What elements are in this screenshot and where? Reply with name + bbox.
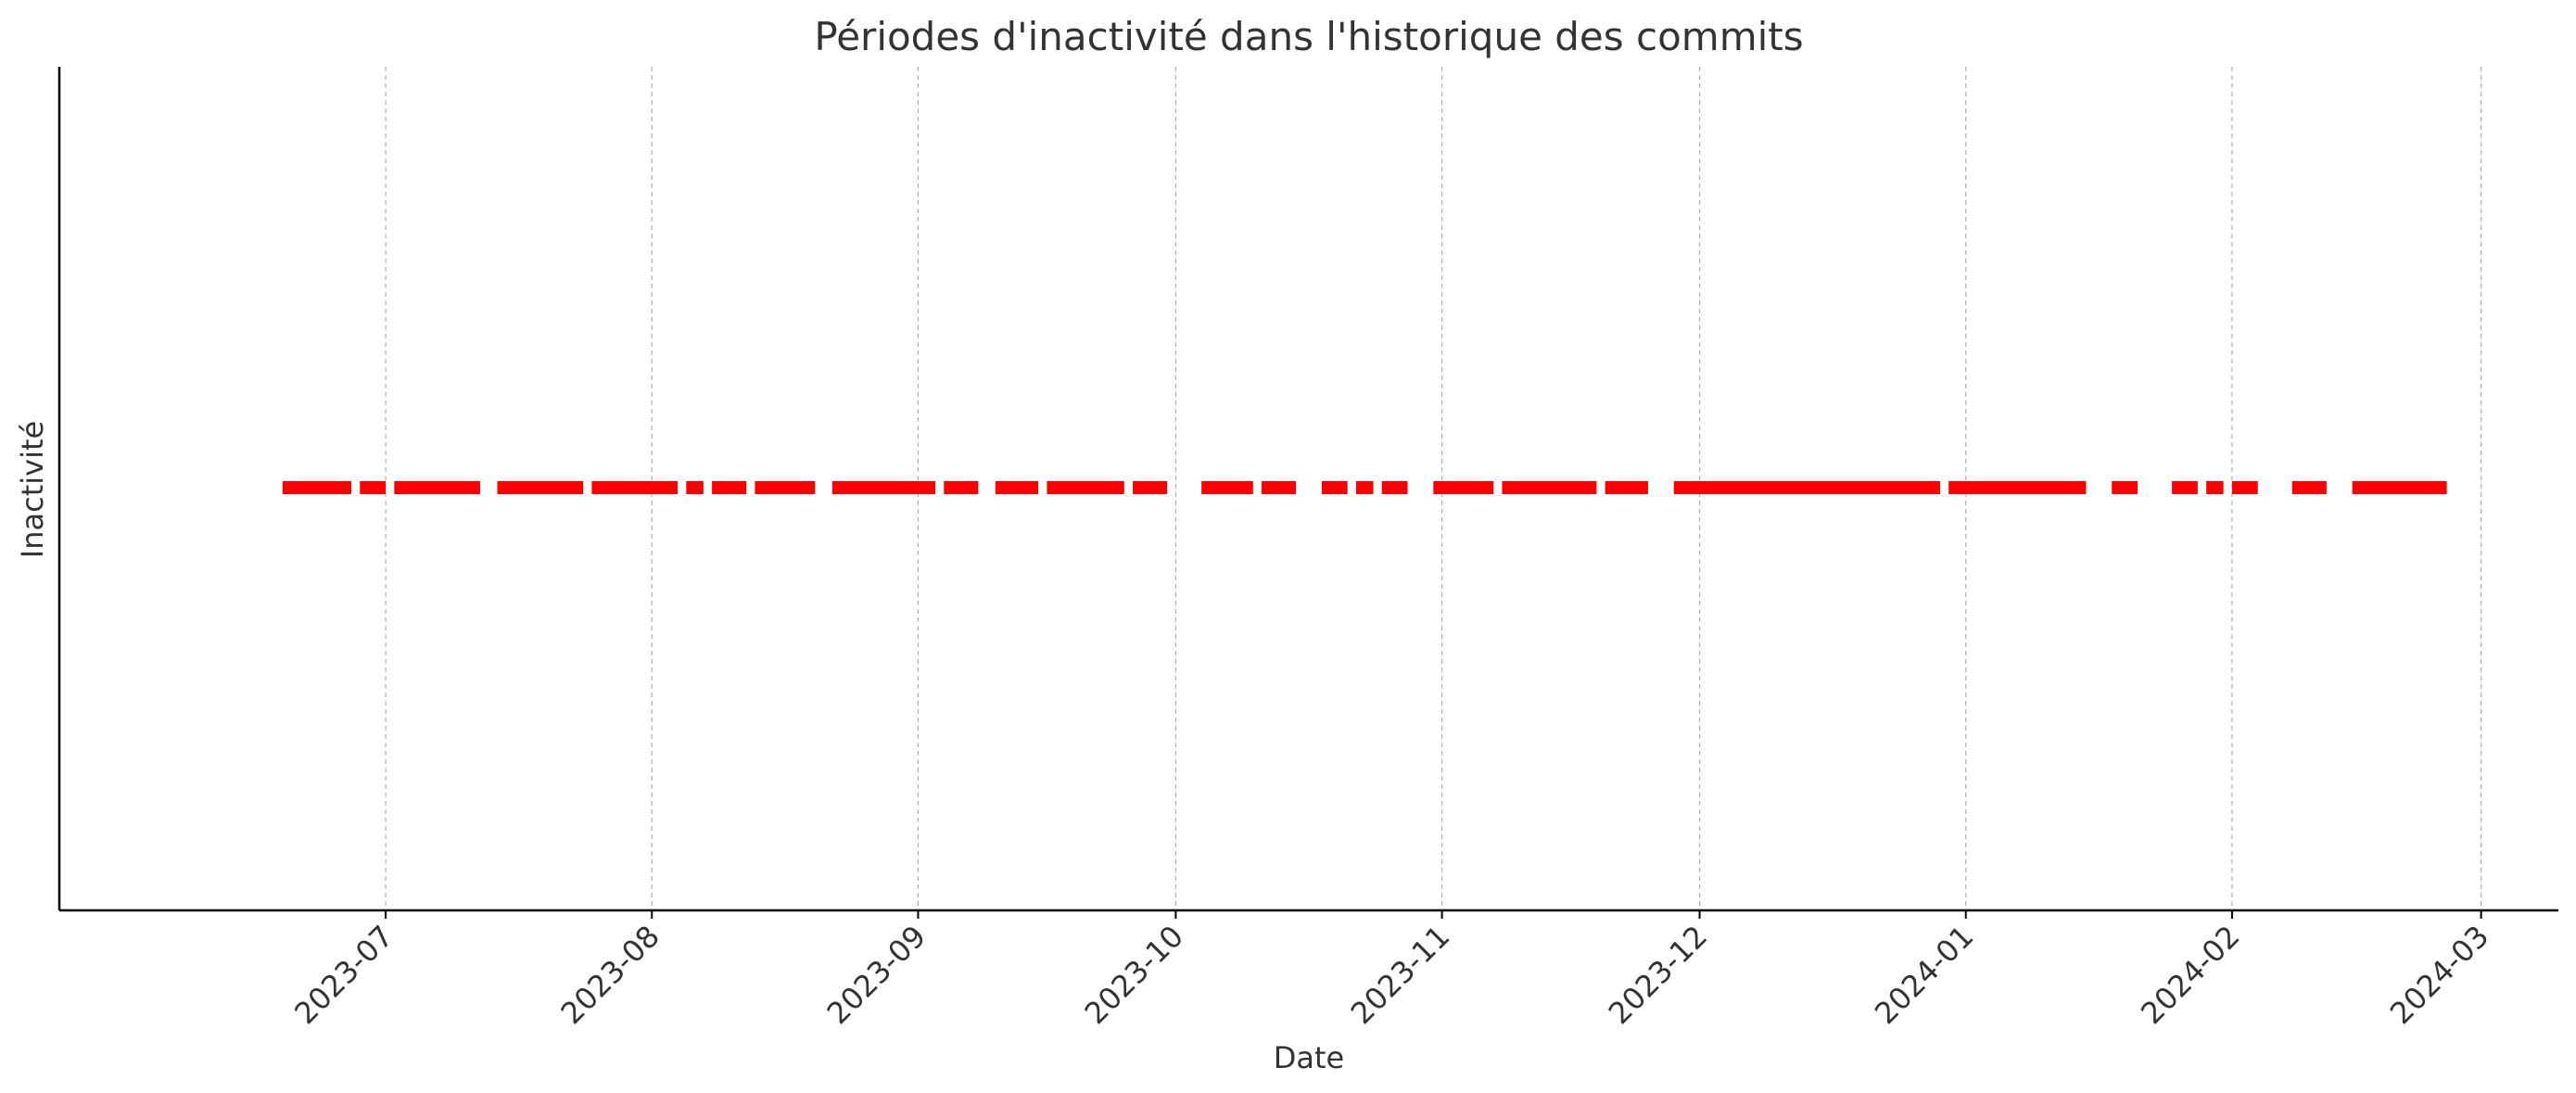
- inactivity-period-bar: [686, 481, 704, 494]
- inactivity-period-bar: [712, 481, 747, 494]
- inactivity-period-bar: [2291, 481, 2327, 494]
- chart-title: Périodes d'inactivité dans l'historique …: [814, 14, 1803, 59]
- inactivity-period-bar: [755, 481, 816, 494]
- inactivity-period-bar: [1433, 481, 1494, 494]
- inactivity-period-bar: [2231, 481, 2258, 494]
- inactivity-period-bar: [1262, 481, 1297, 494]
- inactivity-period-bar: [2352, 481, 2447, 494]
- inactivity-period-bar: [1133, 481, 1168, 494]
- inactivity-period-bar: [394, 481, 480, 494]
- x-tick-marks: [385, 910, 2482, 919]
- inactivity-period-bar: [1948, 481, 2087, 494]
- x-axis-label: Date: [1274, 1040, 1344, 1075]
- inactivity-period-bar: [1201, 481, 1253, 494]
- inactivity-period-bar: [360, 481, 387, 494]
- inactivity-periods: [282, 481, 2447, 494]
- inactivity-period-bar: [282, 481, 351, 494]
- inactivity-period-bar: [2172, 481, 2198, 494]
- inactivity-period-bar: [1673, 481, 1940, 494]
- inactivity-period-bar: [2206, 481, 2224, 494]
- inactivity-period-bar: [1355, 481, 1374, 494]
- y-axis-label: Inactivité: [15, 421, 50, 558]
- inactivity-period-bar: [1605, 481, 1648, 494]
- inactivity-period-bar: [831, 481, 935, 494]
- inactivity-period-bar: [2112, 481, 2138, 494]
- inactivity-period-bar: [591, 481, 679, 494]
- inactivity-period-bar: [1321, 481, 1348, 494]
- inactivity-period-bar: [1502, 481, 1597, 494]
- inactivity-period-bar: [497, 481, 584, 494]
- inactivity-period-bar: [995, 481, 1039, 494]
- inactivity-period-bar: [1047, 481, 1124, 494]
- inactivity-period-bar: [1381, 481, 1408, 494]
- inactivity-period-bar: [944, 481, 979, 494]
